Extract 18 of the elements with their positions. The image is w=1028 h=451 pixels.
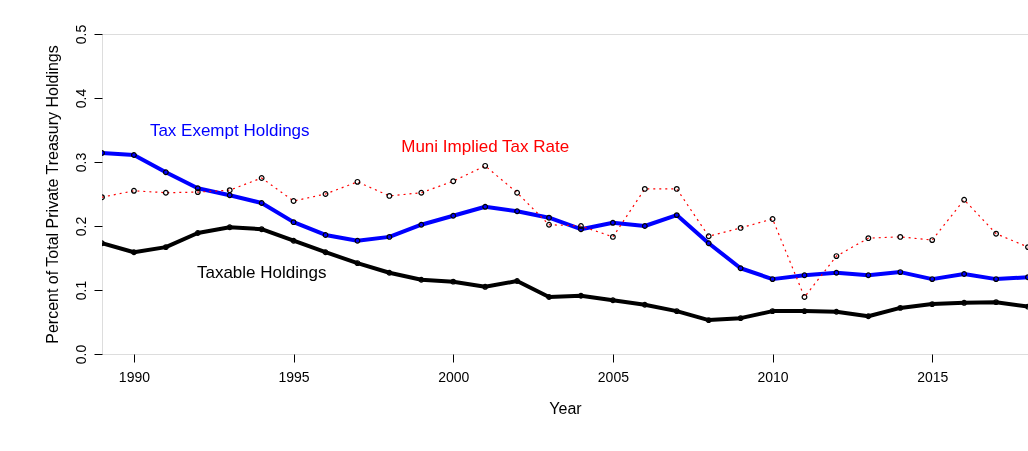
y-tick-label: 0.5 [72,24,89,45]
series-label: Taxable Holdings [196,262,327,282]
x-tick-label: 2010 [757,368,789,385]
x-tick-label: 2005 [597,368,630,385]
x-tick-label: 2000 [438,368,470,385]
x-tick-label: 2015 [917,368,949,385]
y-tick-label: 0.3 [72,152,89,173]
series-label: Muni Implied Tax Rate [401,137,570,157]
y-tick-label: 0.1 [72,280,89,301]
y-tick-label: 0.0 [72,344,89,365]
y-tick-label: 0.4 [72,88,89,109]
y-axis-title: Percent of Total Private Treasury Holdings [43,45,61,344]
x-tick-label: 1990 [118,368,151,385]
x-tick-label: 1995 [278,368,310,385]
y-tick-label: 0.2 [72,216,89,237]
series-label: Tax Exempt Holdings [149,121,310,141]
x-axis-title: Year [549,399,583,417]
point [258,226,265,233]
